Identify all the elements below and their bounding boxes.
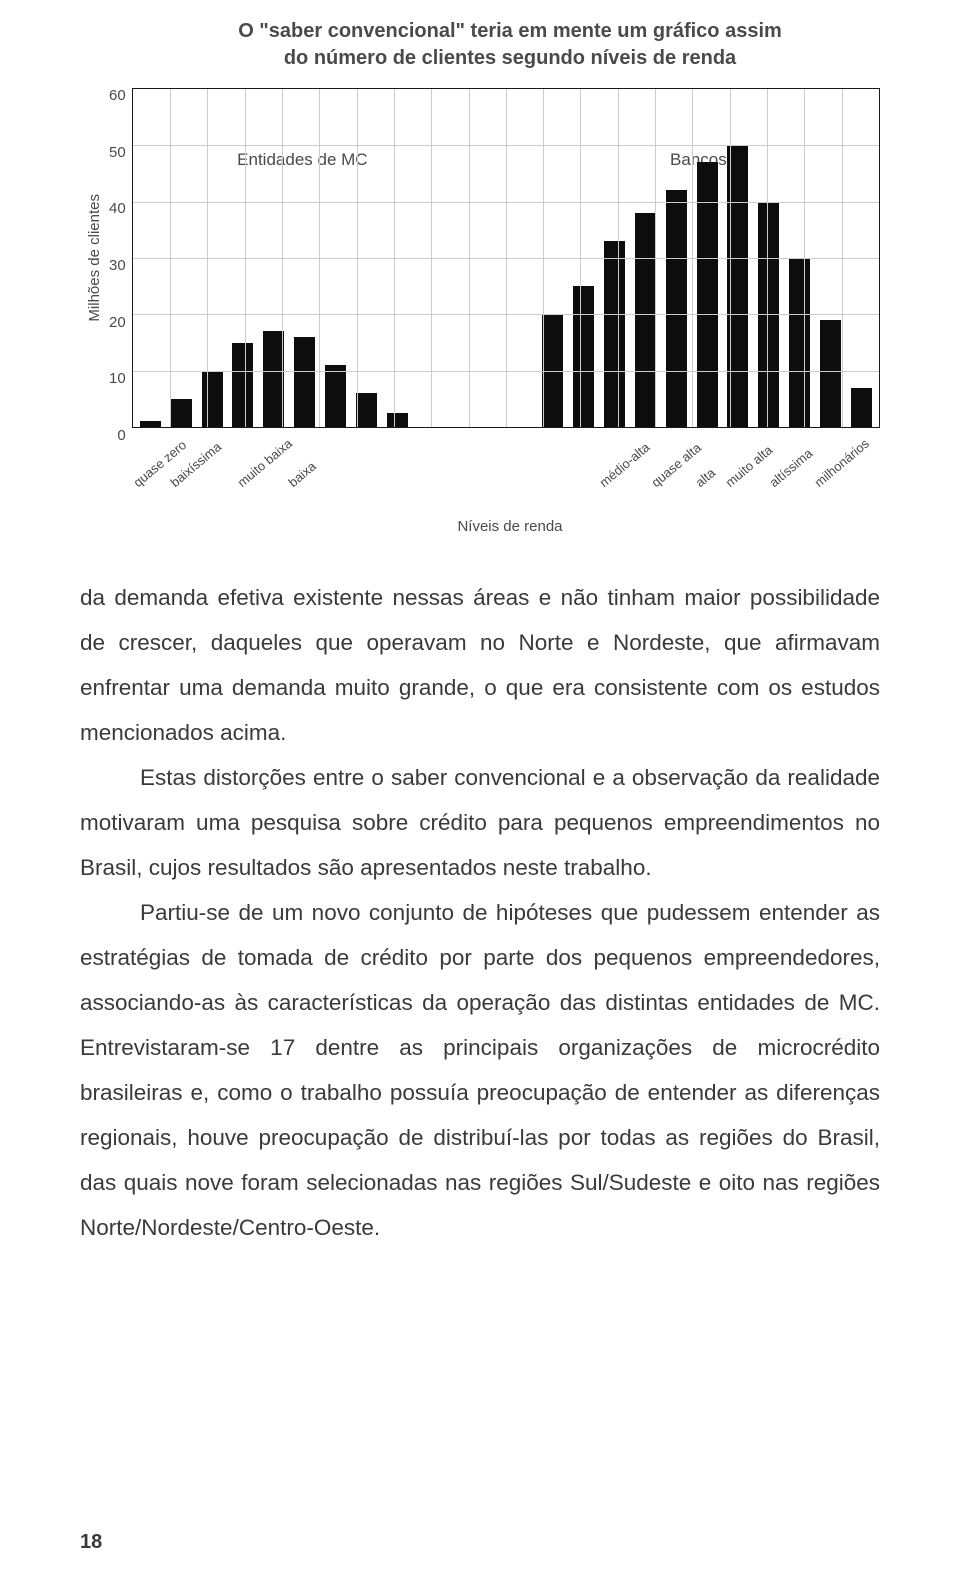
paragraph-2: Estas distorções entre o saber convencio… <box>80 755 880 890</box>
body-text: da demanda efetiva existente nessas área… <box>80 575 880 1250</box>
chart-bar <box>851 388 872 427</box>
chart-xlabel: Níveis de renda <box>80 518 880 535</box>
paragraph-3: Partiu-se de um novo conjunto de hipótes… <box>80 890 880 1250</box>
chart-bar <box>356 393 377 427</box>
chart-bar <box>789 258 810 427</box>
chart-title-line2: do número de clientes segundo níveis de … <box>80 47 880 70</box>
chart-body: Milhões de clientes 6050403020100 Entida… <box>80 88 880 428</box>
chart-title-line1: O "saber convencional" teria em mente um… <box>80 20 880 43</box>
chart-bar <box>820 320 841 427</box>
chart-xtick: médio-alta <box>597 439 653 490</box>
chart-xtick: milhonários <box>811 436 872 490</box>
chart-bar <box>666 190 687 427</box>
chart-plot-area: Entidades de MCBancos <box>132 88 880 428</box>
paragraph-1: da demanda efetiva existente nessas área… <box>80 575 880 755</box>
chart-yticks: 6050403020100 <box>109 88 132 428</box>
chart-xtick: muito alta <box>722 442 775 490</box>
chart-xtick: alta <box>693 465 719 490</box>
chart-ylabel: Milhões de clientes <box>80 194 109 322</box>
chart-bar <box>604 241 625 427</box>
page-number: 18 <box>80 1531 102 1554</box>
chart-bar <box>635 213 656 427</box>
chart-xtick: muito baixa <box>234 436 295 490</box>
chart-bar <box>325 365 346 427</box>
chart-bar <box>202 371 223 427</box>
chart-bar <box>387 413 408 427</box>
chart-xticks: quase zerobaixíssimamuito baixabaixamédi… <box>140 430 880 490</box>
chart-container: O "saber convencional" teria em mente um… <box>80 20 880 535</box>
chart-bar <box>232 343 253 428</box>
chart-bar <box>294 337 315 427</box>
chart-bar <box>573 286 594 427</box>
chart-bar <box>171 399 192 427</box>
chart-xtick: baixa <box>286 459 319 490</box>
chart-bar <box>140 421 161 427</box>
